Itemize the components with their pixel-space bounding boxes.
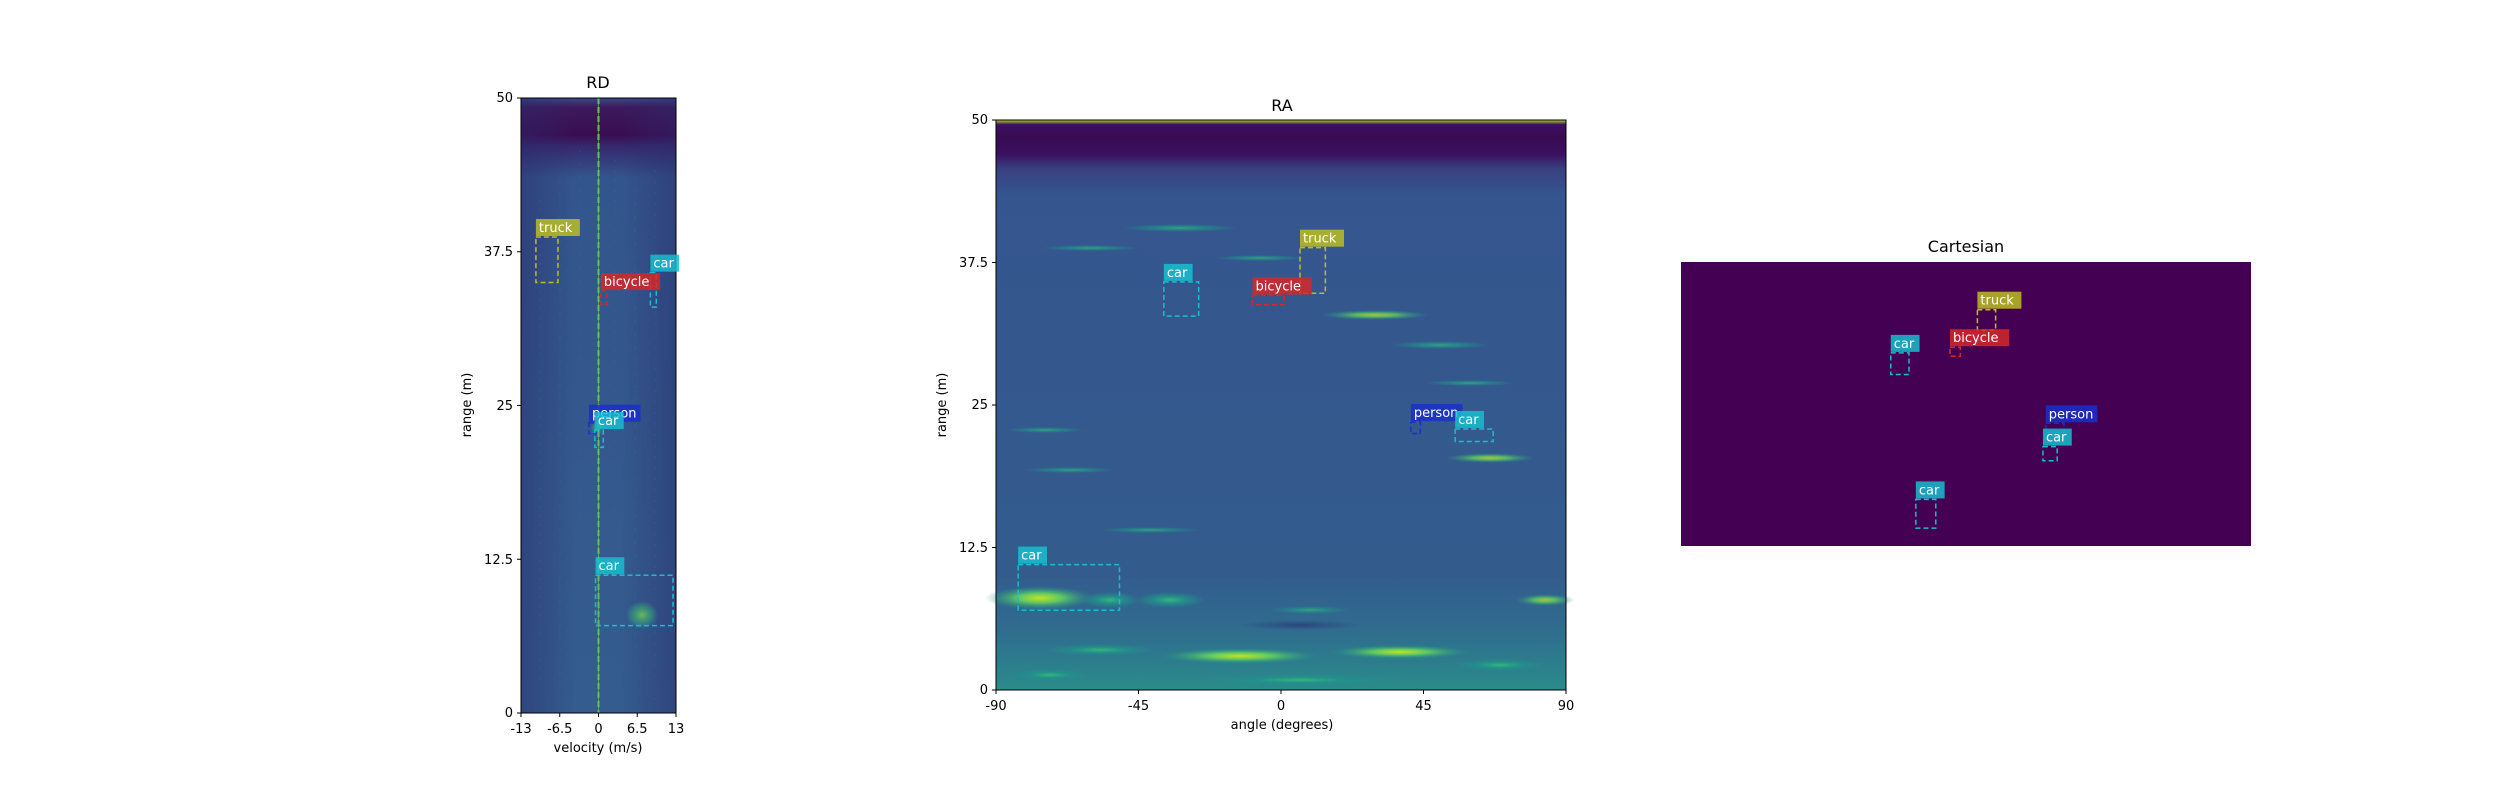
rd-label-bicycle-2: bicycle <box>604 275 649 290</box>
rd-ytick-4: 50 <box>496 91 513 106</box>
ra-label-bicycle-2: bicycle <box>1256 280 1301 295</box>
cartesian-label-bg-2 <box>1890 334 1920 352</box>
rd-xtick-1: -6.5 <box>547 722 572 737</box>
ra-box-car-4 <box>1454 428 1494 443</box>
rd-box-bicycle-2 <box>600 290 608 306</box>
rd-label-bg-5 <box>595 557 625 575</box>
cartesian-box-car-2 <box>1890 352 1910 376</box>
ra-heatmap <box>985 119 1575 691</box>
rd-label-car-4: car <box>598 414 619 429</box>
rd-ylabel: range (m) <box>460 373 475 438</box>
rd-box-truck-0 <box>535 236 559 284</box>
rd-label-bg-4 <box>594 412 624 430</box>
ra-xtick-0: -90 <box>985 699 1006 714</box>
ra-label-bg-0 <box>1300 229 1344 247</box>
cartesian-box-bicycle-1 <box>1949 346 1962 358</box>
ra-ylabel: range (m) <box>935 373 950 438</box>
cartesian-label-bg-1 <box>1950 329 2010 347</box>
cartesian-box-car-5 <box>1915 498 1937 529</box>
rd-label-car-1: car <box>653 257 674 272</box>
rd-x-ticks: -13 -6.5 0 6.5 13 <box>510 713 684 737</box>
ra-label-car-1: car <box>1167 266 1188 281</box>
ra-xtick-4: 90 <box>1558 699 1575 714</box>
ra-box-car-1 <box>1163 281 1200 317</box>
ra-y-ticks: 0 12.5 25 37.5 50 <box>959 113 996 698</box>
cartesian-label-car-2: car <box>1894 337 1915 352</box>
ra-title: RA <box>1271 96 1292 115</box>
ra-label-person-3: person <box>1414 406 1459 421</box>
ra-label-car-4: car <box>1458 413 1479 428</box>
cartesian-label-car-4: car <box>2046 431 2067 446</box>
cartesian-label-car-5: car <box>1919 483 1940 498</box>
rd-xlabel: velocity (m/s) <box>554 741 643 756</box>
ra-label-bg-4 <box>1455 410 1484 428</box>
ra-label-bg-1 <box>1163 263 1193 281</box>
ra-x-ticks: -90 -45 0 45 90 <box>985 690 1574 714</box>
rd-xtick-4: 13 <box>668 722 685 737</box>
ra-ytick-3: 37.5 <box>959 256 988 271</box>
ra-box-bicycle-2 <box>1251 294 1285 306</box>
cartesian-label-bicycle-1: bicycle <box>1953 331 1998 346</box>
cartesian-panel: Cartesian truck bicycle car person car car <box>1681 237 2251 546</box>
ra-box-car-5 <box>1017 563 1121 611</box>
rd-ytick-0: 0 <box>505 706 513 721</box>
ra-label-bg-5 <box>1018 546 1047 564</box>
ra-xtick-1: -45 <box>1128 699 1149 714</box>
rd-label-bg-0 <box>535 218 580 236</box>
rd-ytick-2: 25 <box>496 399 513 414</box>
ra-xtick-3: 45 <box>1415 699 1432 714</box>
ra-ytick-0: 0 <box>980 683 988 698</box>
cartesian-label-bg-3 <box>2045 405 2098 423</box>
rd-xtick-0: -13 <box>510 722 531 737</box>
rd-ytick-1: 12.5 <box>484 553 513 568</box>
cartesian-label-truck-0: truck <box>1980 294 2014 309</box>
rd-xtick-3: 6.5 <box>627 722 648 737</box>
rd-y-ticks: 0 12.5 25 37.5 50 <box>484 91 521 721</box>
rd-ytick-3: 37.5 <box>484 245 513 260</box>
ra-ytick-4: 50 <box>971 113 988 128</box>
ra-xlabel: angle (degrees) <box>1231 718 1334 733</box>
ra-box-truck-0 <box>1299 246 1327 295</box>
ra-xtick-2: 0 <box>1277 699 1285 714</box>
rd-label-car-5: car <box>599 559 620 574</box>
rd-box-car-1 <box>649 271 658 308</box>
cartesian-heatmap <box>1681 262 2251 546</box>
cartesian-label-bg-4 <box>2042 428 2072 446</box>
cartesian-label-bg-0 <box>1977 291 2022 309</box>
cartesian-box-car-4 <box>2042 445 2058 462</box>
cartesian-label-bg-5 <box>1915 481 1945 499</box>
ra-panel: RA <box>935 96 1575 733</box>
rd-label-bg-2 <box>600 273 661 291</box>
ra-label-truck-0: truck <box>1303 232 1337 247</box>
ra-label-bg-2 <box>1252 277 1312 295</box>
ra-ytick-2: 25 <box>971 398 988 413</box>
cartesian-label-person-3: person <box>2049 407 2094 422</box>
rd-title: RD <box>586 73 609 92</box>
rd-xtick-2: 0 <box>594 722 602 737</box>
rd-label-bg-1 <box>650 254 680 272</box>
ra-box-person-3 <box>1410 421 1422 435</box>
rd-label-truck-0: truck <box>539 221 573 236</box>
cartesian-box-truck-0 <box>1976 308 1997 331</box>
cartesian-title: Cartesian <box>1928 237 2004 256</box>
ra-label-car-5: car <box>1021 549 1042 564</box>
rd-box-car-4 <box>594 429 605 449</box>
ra-label-bg-3 <box>1410 404 1463 422</box>
ra-ytick-1: 12.5 <box>959 541 988 556</box>
